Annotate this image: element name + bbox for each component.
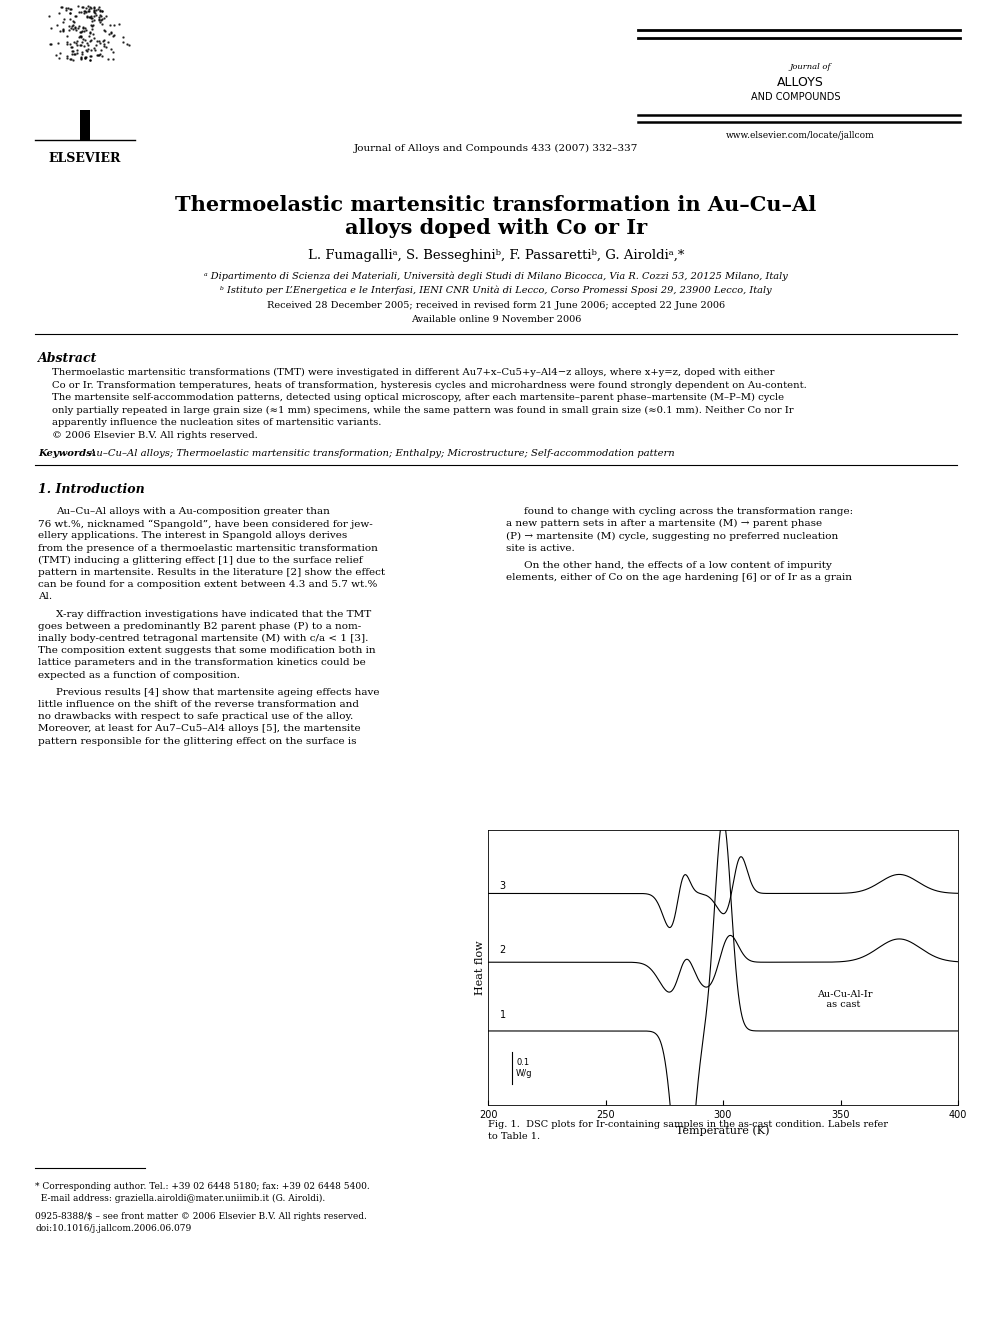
Text: 2: 2: [500, 945, 506, 954]
Text: site is active.: site is active.: [506, 544, 574, 553]
Text: ᵃ Dipartimento di Scienza dei Materiali, Università degli Studi di Milano Bicocc: ᵃ Dipartimento di Scienza dei Materiali,…: [204, 271, 788, 280]
Text: The composition extent suggests that some modification both in: The composition extent suggests that som…: [38, 646, 376, 655]
Text: Al.: Al.: [38, 593, 53, 602]
Text: X-ray diffraction investigations have indicated that the TMT: X-ray diffraction investigations have in…: [56, 610, 371, 619]
Text: (P) → martensite (M) cycle, suggesting no preferred nucleation: (P) → martensite (M) cycle, suggesting n…: [506, 532, 838, 541]
Text: Fig. 1.  DSC plots for Ir-containing samples in the as-cast condition. Labels re: Fig. 1. DSC plots for Ir-containing samp…: [488, 1121, 888, 1129]
Text: Moreover, at least for Au7–Cu5–Al4 alloys [5], the martensite: Moreover, at least for Au7–Cu5–Al4 alloy…: [38, 725, 361, 733]
Text: Previous results [4] show that martensite ageing effects have: Previous results [4] show that martensit…: [56, 688, 380, 697]
Text: to Table 1.: to Table 1.: [488, 1132, 540, 1140]
Text: E-mail address: graziella.airoldi@mater.uniimib.it (G. Airoldi).: E-mail address: graziella.airoldi@mater.…: [35, 1193, 325, 1203]
Text: Co or Ir. Transformation temperatures, heats of transformation, hysteresis cycle: Co or Ir. Transformation temperatures, h…: [52, 381, 806, 389]
Text: pattern in martensite. Results in the literature [2] show the effect: pattern in martensite. Results in the li…: [38, 568, 385, 577]
Y-axis label: Heat flow: Heat flow: [475, 941, 485, 995]
Text: apparently influence the nucleation sites of martensitic variants.: apparently influence the nucleation site…: [52, 418, 381, 427]
Text: Keywords:: Keywords:: [38, 448, 95, 458]
Text: doi:10.1016/j.jallcom.2006.06.079: doi:10.1016/j.jallcom.2006.06.079: [35, 1224, 191, 1233]
Text: L. Fumagalliᵃ, S. Besseghiniᵇ, F. Passarettiᵇ, G. Airoldiᵃ,*: L. Fumagalliᵃ, S. Besseghiniᵇ, F. Passar…: [308, 250, 684, 262]
Text: Thermoelastic martensitic transformation in Au–Cu–Al: Thermoelastic martensitic transformation…: [176, 194, 816, 216]
Text: ELSEVIER: ELSEVIER: [49, 152, 121, 165]
Text: Au-Cu-Al-Ir
   as cast: Au-Cu-Al-Ir as cast: [817, 990, 873, 1009]
X-axis label: Temperature (K): Temperature (K): [677, 1126, 770, 1136]
Text: pattern responsible for the glittering effect on the surface is: pattern responsible for the glittering e…: [38, 737, 356, 746]
Text: ᵇ Istituto per L’Energetica e le Interfasi, IENI CNR Unità di Lecco, Corso Prome: ᵇ Istituto per L’Energetica e le Interfa…: [220, 286, 772, 295]
Text: 76 wt.%, nicknamed “Spangold”, have been considered for jew-: 76 wt.%, nicknamed “Spangold”, have been…: [38, 519, 373, 528]
Text: Received 28 December 2005; received in revised form 21 June 2006; accepted 22 Ju: Received 28 December 2005; received in r…: [267, 302, 725, 311]
Text: * Corresponding author. Tel.: +39 02 6448 5180; fax: +39 02 6448 5400.: * Corresponding author. Tel.: +39 02 644…: [35, 1181, 370, 1191]
Text: can be found for a composition extent between 4.3 and 5.7 wt.%: can be found for a composition extent be…: [38, 581, 377, 589]
Text: alloys doped with Co or Ir: alloys doped with Co or Ir: [345, 218, 647, 238]
Text: only partially repeated in large grain size (≈1 mm) specimens, while the same pa: only partially repeated in large grain s…: [52, 406, 794, 414]
Text: On the other hand, the effects of a low content of impurity: On the other hand, the effects of a low …: [524, 561, 832, 570]
Bar: [30, 45, 140, 146]
Text: © 2006 Elsevier B.V. All rights reserved.: © 2006 Elsevier B.V. All rights reserved…: [52, 430, 258, 439]
Text: found to change with cycling across the transformation range:: found to change with cycling across the …: [524, 507, 853, 516]
Text: The martensite self-accommodation patterns, detected using optical microscopy, a: The martensite self-accommodation patter…: [52, 393, 784, 402]
Text: 1. Introduction: 1. Introduction: [38, 483, 145, 496]
Text: a new pattern sets in after a martensite (M) → parent phase: a new pattern sets in after a martensite…: [506, 519, 822, 528]
Text: 3: 3: [500, 881, 506, 892]
Text: www.elsevier.com/locate/jallcom: www.elsevier.com/locate/jallcom: [725, 131, 874, 139]
Text: Au–Cu–Al alloys with a Au-composition greater than: Au–Cu–Al alloys with a Au-composition gr…: [56, 507, 330, 516]
Text: Thermoelastic martensitic transformations (TMT) were investigated in different A: Thermoelastic martensitic transformation…: [52, 368, 775, 377]
Text: 0.1
W/g: 0.1 W/g: [516, 1058, 533, 1078]
Text: inally body-centred tetragonal martensite (M) with c/a < 1 [3].: inally body-centred tetragonal martensit…: [38, 634, 368, 643]
Text: Au–Cu–Al alloys; Thermoelastic martensitic transformation; Enthalpy; Microstruct: Au–Cu–Al alloys; Thermoelastic martensit…: [86, 448, 675, 458]
Text: AND COMPOUNDS: AND COMPOUNDS: [751, 93, 841, 102]
Text: elements, either of Co on the age hardening [6] or of Ir as a grain: elements, either of Co on the age harden…: [506, 573, 852, 582]
Text: Journal of: Journal of: [790, 64, 830, 71]
Text: lattice parameters and in the transformation kinetics could be: lattice parameters and in the transforma…: [38, 659, 366, 667]
Text: little influence on the shift of the reverse transformation and: little influence on the shift of the rev…: [38, 700, 359, 709]
Text: Abstract: Abstract: [38, 352, 97, 365]
Text: Journal of Alloys and Compounds 433 (2007) 332–337: Journal of Alloys and Compounds 433 (200…: [354, 143, 638, 152]
Text: 1: 1: [500, 1009, 506, 1020]
Text: no drawbacks with respect to safe practical use of the alloy.: no drawbacks with respect to safe practi…: [38, 712, 353, 721]
Text: 0925-8388/$ – see front matter © 2006 Elsevier B.V. All rights reserved.: 0925-8388/$ – see front matter © 2006 El…: [35, 1212, 367, 1221]
Text: Available online 9 November 2006: Available online 9 November 2006: [411, 315, 581, 324]
Text: expected as a function of composition.: expected as a function of composition.: [38, 671, 240, 680]
Text: ALLOYS: ALLOYS: [777, 75, 823, 89]
Bar: [80, 110, 90, 140]
Text: from the presence of a thermoelastic martensitic transformation: from the presence of a thermoelastic mar…: [38, 544, 378, 553]
Text: (TMT) inducing a glittering effect [1] due to the surface relief: (TMT) inducing a glittering effect [1] d…: [38, 556, 363, 565]
Text: ellery applications. The interest in Spangold alloys derives: ellery applications. The interest in Spa…: [38, 532, 347, 540]
Text: goes between a predominantly B2 parent phase (P) to a nom-: goes between a predominantly B2 parent p…: [38, 622, 361, 631]
